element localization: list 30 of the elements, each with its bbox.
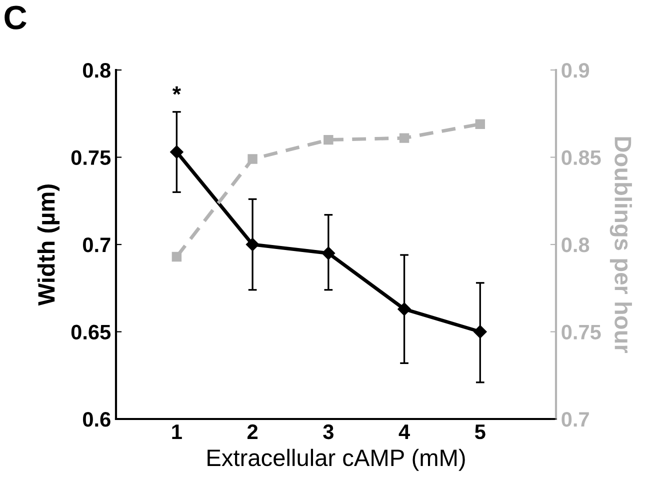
x-tick-label: 5 — [474, 424, 486, 440]
y-tick-label: 0.65 — [71, 324, 111, 340]
x-tick-label: 1 — [172, 424, 182, 439]
x-tick-label: 2 — [247, 424, 258, 439]
point — [398, 302, 411, 316]
y-axis-title: Width (µm) — [37, 184, 60, 306]
y-tick-label: 0.75 — [71, 150, 111, 166]
y2-tick-label: 0.8 — [562, 238, 590, 252]
x-tick-label: 3 — [323, 424, 334, 440]
y2-axis-title: Doublings per hour — [610, 137, 632, 354]
text: C — [4, 6, 26, 30]
point — [324, 134, 334, 145]
point — [474, 325, 487, 338]
y2-tick-label: 0.75 — [562, 324, 601, 340]
point — [475, 119, 485, 129]
y-tick-label: 0.7 — [83, 238, 110, 252]
point — [399, 133, 410, 143]
point — [248, 154, 258, 164]
point — [322, 246, 335, 260]
y-tick-label: 0.8 — [83, 63, 111, 78]
y-tick-label: 0.6 — [83, 412, 110, 427]
x-tick-label: 4 — [398, 424, 410, 439]
point — [246, 238, 260, 252]
y2-tick-label: 0.85 — [562, 150, 601, 166]
point — [170, 145, 184, 159]
annotation: * — [172, 86, 181, 95]
y2-tick-label: 0.7 — [562, 412, 589, 427]
point — [172, 252, 182, 262]
x-axis-title: Extracellular cAMP (mM) — [208, 448, 465, 471]
y2-tick-label: 0.9 — [562, 63, 590, 78]
